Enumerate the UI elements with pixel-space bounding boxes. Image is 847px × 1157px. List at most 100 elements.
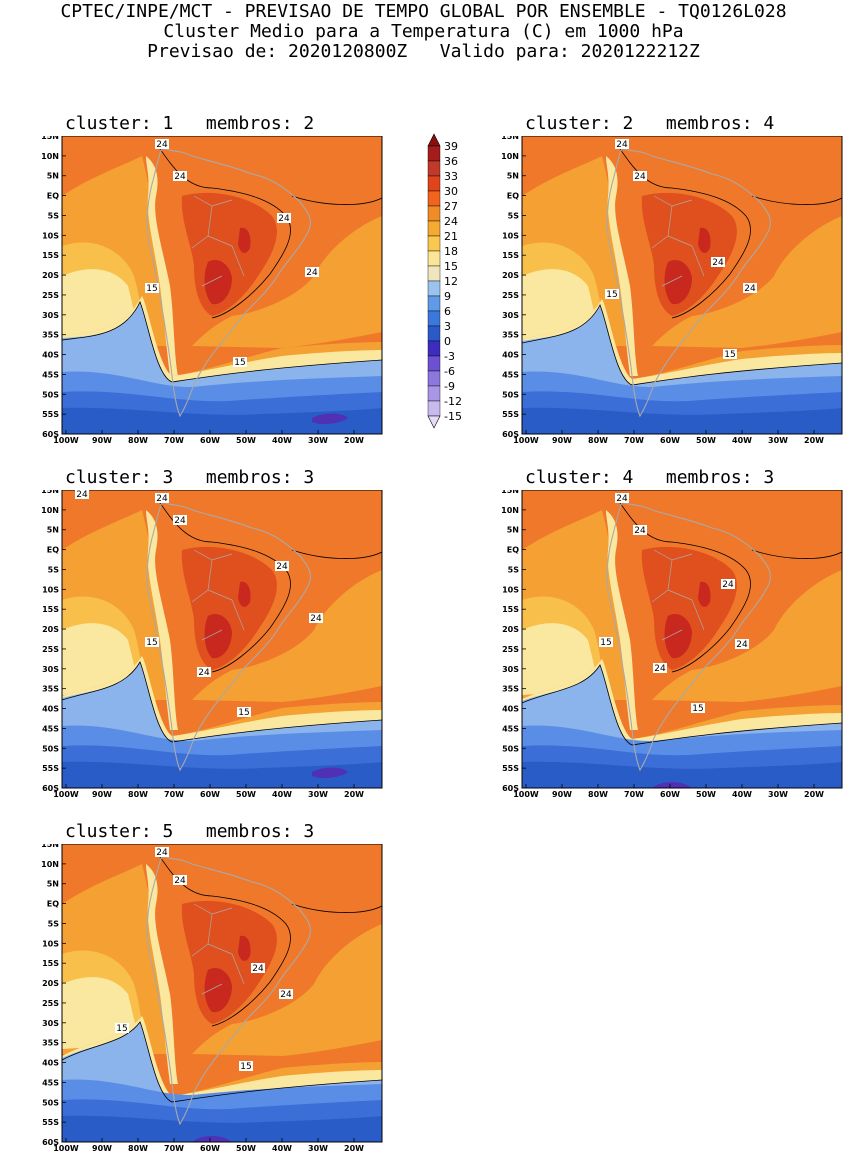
lon-tick-label: 100W	[53, 436, 79, 445]
lon-tick-label: 70W	[624, 790, 644, 799]
lat-tick-label: 50S	[42, 1098, 59, 1107]
contour-label-box	[691, 703, 705, 713]
lat-tick-label: 25S	[42, 291, 59, 300]
lon-tick-label: 50W	[236, 1144, 256, 1153]
panel-title: cluster: 5 membros: 3	[65, 821, 315, 842]
contour-label-box	[115, 1023, 129, 1033]
lat-tick-label: 10N	[41, 152, 59, 161]
country-borders	[191, 195, 245, 287]
colorbar-swatch	[427, 295, 441, 312]
lon-tick-label: 60W	[660, 790, 680, 799]
panel-title: cluster: 4 membros: 3	[525, 467, 775, 488]
isotherm-24	[617, 145, 751, 319]
cluster-panel-2: cluster: 2 membros: 4 15N 10N 5N EQ 5S 10S 15S…	[480, 114, 843, 474]
contour-label-box	[155, 847, 169, 857]
field-hot-core-north	[238, 227, 251, 253]
field-andes	[146, 864, 178, 1084]
lat-tick-label: 15N	[501, 136, 519, 141]
colorbar-level-label: -3	[444, 350, 455, 363]
contour-label-box	[75, 490, 89, 499]
field-deep-blue	[62, 407, 382, 434]
lon-tick-label: 40W	[272, 1144, 292, 1153]
contour-label: 15	[240, 1062, 251, 1072]
isotherm-15	[522, 304, 842, 386]
lat-tick-label: 50S	[502, 390, 519, 399]
temperature-map: 15N 10N 5N EQ 5S 10S 15S 20S 25S 30S 35S 40S 45S 50S 5…	[501, 136, 843, 445]
lon-tick-label: 30W	[768, 436, 788, 445]
contour-label-box	[145, 637, 159, 647]
colorbar-level-label: 3	[444, 320, 451, 333]
field-hot-core-north	[238, 581, 251, 607]
colorbar-level-label: 12	[444, 275, 458, 288]
lat-tick-label: 30S	[42, 665, 59, 674]
lat-tick-label: 25S	[42, 999, 59, 1008]
colorbar-bottom-arrow	[427, 415, 441, 429]
contour-label: 24	[198, 668, 210, 678]
field-andes	[146, 510, 178, 730]
colorbar-swatch	[427, 280, 441, 297]
isotherm-24	[617, 499, 751, 673]
lon-tick-label: 50W	[236, 790, 256, 799]
lat-tick-label: 20S	[42, 625, 59, 634]
colorbar-swatch	[427, 340, 441, 357]
contour-label-box	[615, 493, 629, 503]
lat-tick-label: 10S	[42, 585, 59, 594]
isotherm-15	[522, 664, 842, 746]
coastline	[146, 855, 311, 1126]
colorbar-level-label: 15	[444, 260, 458, 273]
contour-label: 24	[744, 284, 756, 294]
lat-tick-label: 60S	[502, 784, 519, 793]
contour-label-box	[173, 875, 187, 885]
lat-tick-label: 20S	[42, 979, 59, 988]
lon-tick-label: 100W	[513, 790, 539, 799]
lat-tick-label: 5N	[507, 526, 519, 535]
lon-tick-label: 70W	[164, 436, 184, 445]
contour-label-box	[279, 989, 293, 999]
lon-tick-label: 90W	[92, 1144, 112, 1153]
country-borders	[191, 549, 245, 641]
field-hot-core-north	[238, 935, 251, 961]
lon-tick-label: 60W	[200, 436, 220, 445]
cluster-panel-5: cluster: 5 membros: 3 15N 10N 5N EQ 5S 10S 15S…	[20, 821, 383, 1157]
lon-tick-label: 20W	[344, 436, 364, 445]
contour-label-box	[173, 515, 187, 525]
isotherm-15	[62, 661, 382, 743]
field-purple	[192, 1136, 232, 1142]
lon-tick-label: 40W	[272, 790, 292, 799]
contour-label: 24	[310, 614, 322, 624]
temperature-map: 15N 10N 5N EQ 5S 10S 15S 20S 25S 30S 35S 40S 45S 50S 5…	[41, 136, 383, 445]
temperature-map: 15N 10N 5N EQ 5S 10S 15S 20S 25S 30S 35S 40S 45S 50S 5…	[41, 844, 383, 1153]
lon-tick-label: 80W	[588, 436, 608, 445]
lat-tick-label: 5N	[47, 880, 59, 889]
lat-tick-label: 40S	[42, 1059, 59, 1068]
contour-label: 24	[174, 876, 186, 886]
contour-label-box	[599, 637, 613, 647]
field-purple	[652, 782, 692, 788]
field-deep-blue	[522, 761, 842, 788]
isotherm-15	[62, 1021, 382, 1103]
contour-label: 24	[634, 172, 646, 182]
field-hot-core-north	[698, 227, 711, 253]
lon-tick-label: 20W	[344, 1144, 364, 1153]
contour-label: 24	[654, 664, 666, 674]
lat-tick-label: 55S	[42, 410, 59, 419]
lon-tick-label: 20W	[804, 790, 824, 799]
colorbar-level-label: 30	[444, 185, 458, 198]
lat-tick-label: 45S	[42, 1078, 59, 1087]
lat-tick-label: 10N	[501, 152, 519, 161]
figure-title-line-1: CPTEC/INPE/MCT - PREVISAO DE TEMPO GLOBA…	[60, 1, 787, 22]
contour-label-box	[155, 493, 169, 503]
contour-label: 15	[724, 350, 735, 360]
contour-label: 24	[174, 172, 186, 182]
country-borders	[651, 195, 705, 287]
contour-label-box	[145, 283, 159, 293]
contour-label-box	[197, 667, 211, 677]
lat-tick-label: 15N	[41, 844, 59, 849]
colorbar-level-label: 33	[444, 170, 458, 183]
contour-label: 15	[692, 704, 703, 714]
field-hot-core	[664, 613, 692, 659]
colorbar-swatch	[427, 220, 441, 237]
coastline	[606, 501, 771, 772]
lon-tick-label: 70W	[164, 790, 184, 799]
